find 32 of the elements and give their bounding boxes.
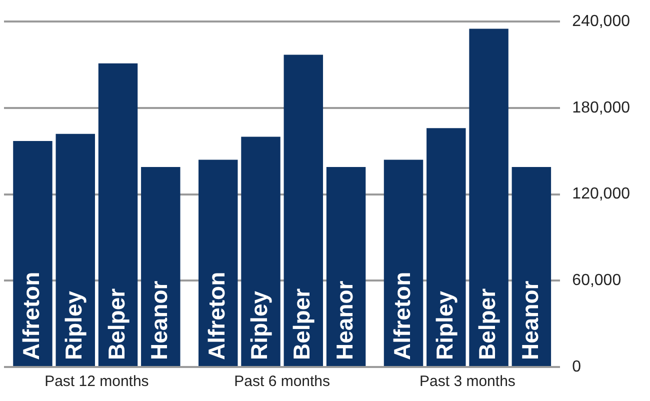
text: Ripley xyxy=(431,290,458,360)
series-label: Ripley xyxy=(246,290,272,360)
text: Alfreton xyxy=(18,272,44,360)
y-tick-label: 180,000 xyxy=(572,99,630,116)
y-tick-label: 120,000 xyxy=(572,186,630,203)
x-tick-label: Past 12 months xyxy=(44,373,149,390)
bar xyxy=(326,166,366,366)
bar xyxy=(141,166,180,366)
text: Heanor xyxy=(516,280,543,360)
text: Alfreton xyxy=(388,272,415,360)
x-tick-label: Past 3 months xyxy=(420,373,516,390)
bar xyxy=(13,141,52,366)
series-label: Alfreton xyxy=(203,272,230,360)
y-tick-label: 240,000 xyxy=(572,13,630,30)
text: Heanor xyxy=(331,280,358,360)
bar xyxy=(469,28,508,366)
bar xyxy=(512,166,552,366)
bar xyxy=(241,136,280,366)
y-tick-label: 0 xyxy=(572,358,582,376)
y-tick-label: 60,000 xyxy=(572,272,622,290)
bar xyxy=(284,54,324,366)
bar xyxy=(198,160,238,366)
bar xyxy=(384,160,424,366)
bar xyxy=(56,134,95,366)
bar xyxy=(426,128,466,366)
series-label: Heanor xyxy=(146,280,172,360)
series-label: Belper xyxy=(288,288,315,360)
x-tick-label: Past 6 months xyxy=(234,373,330,390)
text: Ripley xyxy=(60,290,87,360)
text: Belper xyxy=(474,288,500,360)
bar xyxy=(98,63,138,366)
text: Belper xyxy=(103,288,130,360)
